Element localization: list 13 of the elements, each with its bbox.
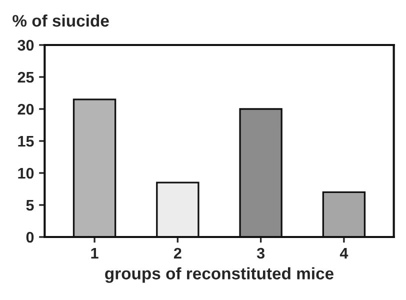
x-tick-label: 2: [174, 248, 182, 258]
x-tick-label: 1: [91, 248, 98, 258]
x-tick-label: 4: [340, 248, 348, 258]
y-tick-label: 20: [18, 104, 34, 115]
y-tick-label: 10: [18, 168, 34, 179]
y-tick-label: 30: [18, 40, 34, 51]
x-axis-title: groups of reconstituted mice: [105, 267, 334, 283]
x-tick-label: 3: [256, 248, 265, 259]
y-tick-label: 0: [26, 232, 34, 243]
y-axis-title: % of siucide: [12, 14, 109, 27]
y-tick-label: 25: [18, 72, 34, 83]
y-tick-label: 5: [26, 200, 34, 211]
y-tick-label: 15: [18, 136, 34, 147]
